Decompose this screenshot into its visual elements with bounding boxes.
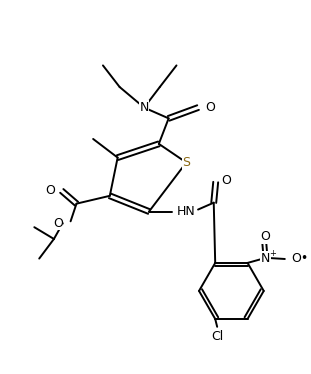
Text: O: O [53, 217, 63, 230]
Text: O•: O• [292, 252, 309, 266]
Text: S: S [182, 156, 190, 169]
Text: HN: HN [177, 205, 196, 218]
Text: N: N [139, 101, 149, 114]
Text: O: O [45, 184, 55, 197]
Text: Cl: Cl [211, 330, 223, 343]
Text: O: O [221, 174, 231, 187]
Text: O: O [260, 230, 270, 243]
Text: N: N [261, 251, 270, 264]
Text: +: + [269, 249, 276, 258]
Text: O: O [205, 101, 215, 114]
